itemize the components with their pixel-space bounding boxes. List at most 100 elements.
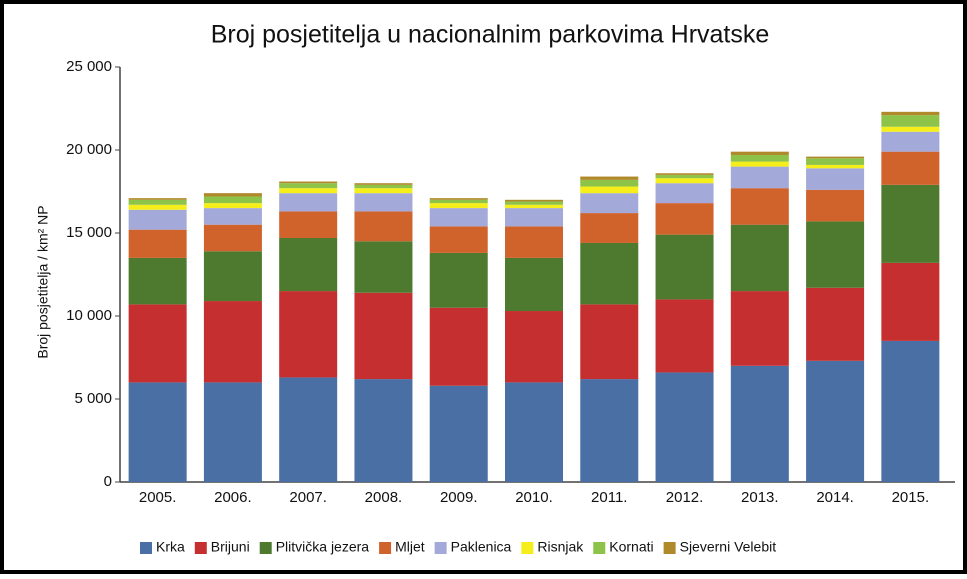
- bar-segment: [203, 251, 262, 302]
- bar-segment: [806, 156, 865, 159]
- x-tick-label: 2014.: [816, 489, 854, 506]
- x-tick-label: 2010.: [515, 489, 553, 506]
- legend-label: Sjeverni Velebit: [680, 539, 777, 555]
- x-tick-label: 2007.: [289, 489, 327, 506]
- bar-segment: [354, 241, 413, 293]
- bar-segment: [881, 262, 940, 341]
- bar-segment: [354, 184, 413, 189]
- bar-segment: [279, 291, 338, 378]
- x-tick-label: 2013.: [741, 489, 779, 506]
- bar-segment: [429, 385, 488, 482]
- bar-segment: [128, 229, 187, 258]
- bar-segment: [128, 304, 187, 383]
- bar-segment: [580, 379, 639, 482]
- bar-segment: [279, 237, 338, 292]
- bar-segment: [580, 242, 639, 305]
- y-tick-label: 15 000: [66, 224, 112, 241]
- legend-swatch: [259, 542, 272, 554]
- legend-swatch: [593, 542, 606, 554]
- bar-segment: [580, 179, 639, 187]
- bar-segment: [730, 166, 789, 189]
- bar-segment: [203, 203, 262, 209]
- bar-segment: [655, 234, 714, 300]
- bar-segment: [128, 257, 187, 305]
- bar-segment: [203, 224, 262, 252]
- y-axis-label: Broj posjetitelja / km² NP: [35, 205, 51, 358]
- x-tick-label: 2011.: [591, 489, 627, 506]
- legend-swatch: [379, 542, 392, 554]
- bar-segment: [881, 131, 940, 152]
- bar-segment: [881, 151, 940, 185]
- bar-segment: [655, 173, 714, 175]
- bar-segment: [730, 161, 789, 167]
- bar-segment: [128, 199, 187, 205]
- bar-segment: [655, 372, 714, 482]
- bar-segment: [806, 287, 865, 361]
- bar-segment: [203, 301, 262, 383]
- bar-segment: [354, 211, 413, 242]
- legend-label: Kornati: [609, 539, 653, 555]
- bar-segment: [730, 154, 789, 162]
- x-tick-label: 2008.: [365, 489, 403, 506]
- bar-segment: [655, 183, 714, 204]
- bar-segment: [279, 181, 338, 184]
- bar-segment: [128, 209, 187, 230]
- bar-segment: [354, 292, 413, 380]
- bar-segment: [806, 189, 865, 222]
- bar-segment: [806, 164, 865, 169]
- bar-segment: [580, 304, 639, 380]
- legend-label: Krka: [156, 539, 185, 555]
- y-tick-label: 20 000: [66, 141, 112, 158]
- bar-segment: [128, 198, 187, 200]
- legend-swatch: [434, 542, 447, 554]
- bar-segment: [429, 252, 488, 308]
- bar-segment: [203, 193, 262, 197]
- bar-segment: [505, 204, 563, 209]
- bar-segment: [655, 299, 714, 373]
- bar-segment: [429, 226, 488, 253]
- legend-swatch: [194, 542, 207, 554]
- bar-segment: [354, 379, 413, 482]
- bar-segment: [279, 193, 338, 212]
- bar-segment: [354, 188, 413, 194]
- bar-segment: [128, 382, 187, 482]
- bar-segment: [505, 201, 563, 205]
- bar-segment: [429, 199, 488, 204]
- bar-segment: [806, 221, 865, 288]
- legend-label: Mljet: [395, 539, 425, 555]
- y-tick-label: 0: [104, 473, 112, 490]
- legend-label: Risnjak: [537, 539, 584, 555]
- bar-segment: [203, 196, 262, 204]
- y-tick-label: 5 000: [74, 390, 112, 407]
- bar-segment: [730, 224, 789, 292]
- bar-segment: [429, 208, 488, 227]
- bar-segment: [279, 377, 338, 482]
- bar-segment: [429, 307, 488, 386]
- bar-segment: [279, 188, 338, 194]
- bar-segment: [881, 115, 940, 127]
- bar-segment: [505, 382, 563, 482]
- legend-swatch: [140, 542, 152, 554]
- bar-segment: [505, 311, 563, 383]
- bar-segment: [730, 151, 789, 155]
- x-tick-label: 2006.: [214, 489, 252, 506]
- bar-segment: [806, 158, 865, 165]
- bar-segment: [806, 168, 865, 190]
- bar-segment: [429, 203, 488, 209]
- bar-segment: [806, 360, 865, 482]
- y-tick-label: 10 000: [66, 307, 112, 324]
- x-tick-label: 2015.: [892, 489, 930, 506]
- bar-segment: [730, 365, 789, 482]
- bar-segment: [505, 199, 563, 202]
- bar-segment: [881, 111, 940, 116]
- x-tick-label: 2009.: [440, 489, 478, 506]
- legend-label: Paklenica: [451, 539, 512, 555]
- bar-segment: [354, 193, 413, 212]
- bar-segment: [655, 174, 714, 179]
- bar-segment: [881, 340, 940, 482]
- bar-segment: [580, 193, 639, 214]
- bar-segment: [655, 203, 714, 235]
- bar-segment: [505, 257, 563, 312]
- bar-segment: [730, 188, 789, 225]
